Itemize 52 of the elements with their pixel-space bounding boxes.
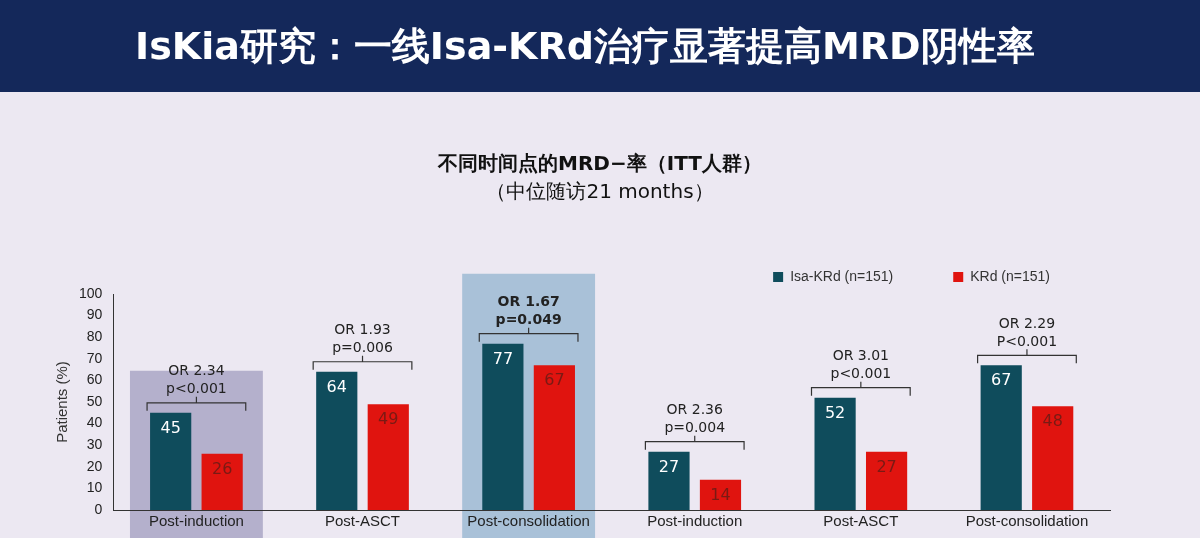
bar bbox=[533, 365, 575, 510]
x-tick-label: Post-consolidation bbox=[965, 512, 1089, 530]
y-tick-label: 100 bbox=[79, 284, 103, 301]
bar bbox=[150, 412, 192, 510]
data-label: 14 bbox=[710, 484, 731, 504]
x-tick-label: Post-induction bbox=[148, 512, 244, 530]
legend-label: Isa-KRd (n=151) bbox=[790, 267, 894, 284]
legend-label: KRd (n=151) bbox=[970, 267, 1051, 284]
annotation: OR 3.01 p<0.001 bbox=[830, 347, 892, 382]
bar bbox=[201, 453, 243, 510]
data-label: 27 bbox=[658, 456, 680, 476]
annotation: OR 2.34 p<0.001 bbox=[166, 362, 227, 397]
data-label: 45 bbox=[160, 417, 181, 437]
y-tick-label: 30 bbox=[86, 436, 103, 453]
text: （中位随访21 months） bbox=[485, 178, 715, 205]
data-label: 64 bbox=[326, 376, 347, 396]
bar bbox=[814, 397, 856, 510]
data-label: 27 bbox=[876, 456, 897, 476]
x-tick-label: Post-ASCT bbox=[325, 512, 401, 530]
y-tick-label: 70 bbox=[86, 349, 103, 366]
chart-subtitle: 不同时间点的MRD−率（ITT人群） bbox=[436, 150, 763, 177]
bar bbox=[482, 343, 524, 510]
annotation: OR 2.36 p=0.004 bbox=[664, 401, 726, 436]
x-tick-label: Post-induction bbox=[647, 512, 743, 530]
bar bbox=[648, 451, 690, 510]
y-tick-label: 50 bbox=[86, 392, 103, 409]
y-tick-label: 40 bbox=[86, 414, 103, 431]
x-tick-label: Post-consolidation bbox=[467, 512, 590, 530]
data-label: 49 bbox=[378, 409, 399, 429]
data-label: 77 bbox=[492, 348, 514, 368]
bar bbox=[980, 365, 1022, 510]
bar bbox=[316, 371, 358, 510]
bar bbox=[367, 404, 409, 510]
data-label: 26 bbox=[211, 459, 233, 478]
y-tick-label: 60 bbox=[86, 371, 103, 388]
annotation: OR 1.93 p=0.006 bbox=[332, 321, 393, 356]
x-tick-label: Post-ASCT bbox=[823, 512, 899, 530]
bar bbox=[865, 451, 908, 510]
y-tick-label: 80 bbox=[86, 328, 103, 345]
y-axis-title: Patients (%) bbox=[53, 361, 71, 443]
annotation: OR 1.67 p=0.049 bbox=[495, 293, 562, 328]
data-label: 48 bbox=[1042, 411, 1063, 431]
y-tick-label: 10 bbox=[86, 479, 103, 496]
bar bbox=[1032, 406, 1074, 510]
y-tick-label: 0 bbox=[94, 500, 103, 517]
data-label: 67 bbox=[991, 370, 1012, 390]
data-label: 52 bbox=[824, 402, 846, 422]
chart-title: IsKia研究：一线Isa-KRd治疗显著提高MRD阴性率 bbox=[0, 0, 1200, 92]
y-tick-label: 20 bbox=[86, 457, 103, 474]
annotation: OR 2.29 P<0.001 bbox=[996, 314, 1058, 349]
data-label: 67 bbox=[544, 370, 565, 390]
y-tick-label: 90 bbox=[86, 306, 103, 323]
